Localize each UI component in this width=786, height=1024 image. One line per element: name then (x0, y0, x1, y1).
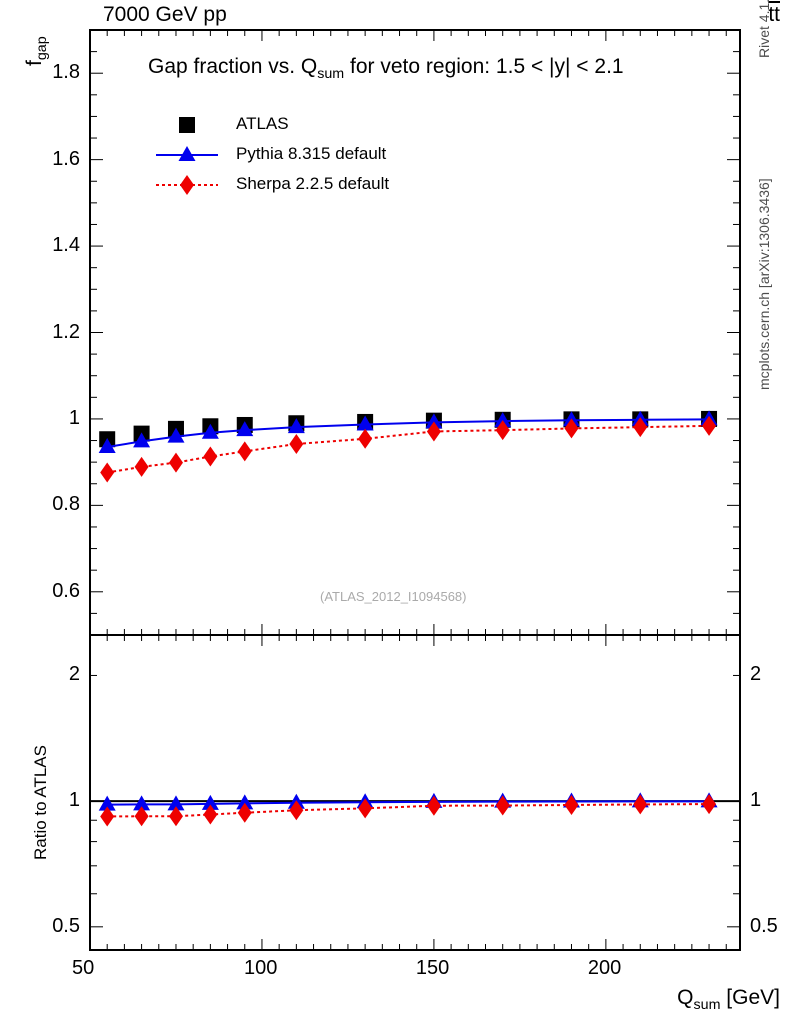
plot-title-tail: for veto region: 1.5 < |y| < 2.1 (344, 55, 624, 78)
x-axis-title: Qsum [GeV] (677, 987, 780, 1012)
y-ticklabel-ratio-right-0.5: 0.5 (750, 914, 778, 937)
main-marker-pythia (98, 438, 116, 454)
legend-marker-diamond-icon (180, 175, 194, 195)
ratio-marker-sherpa (495, 795, 510, 816)
y-ticklabel-ratio-1: 1 (68, 789, 80, 812)
main-marker-pythia (356, 415, 374, 431)
ratio-line-sherpa (107, 803, 710, 818)
y-ticklabel-main-0.6: 0.6 (52, 579, 80, 602)
ratio-marker-pythia (201, 794, 219, 810)
main-marker-sherpa (237, 441, 252, 462)
y-ticklabel-main-1.4: 1.4 (52, 234, 80, 257)
main-marker-sherpa (134, 456, 149, 477)
main-marker-pythia (201, 423, 219, 439)
y-ticklabel-ratio-right-2: 2 (750, 663, 762, 686)
legend-label: Pythia 8.315 default (236, 144, 387, 163)
main-marker-pythia (133, 432, 151, 448)
ratio-marker-sherpa (358, 798, 373, 819)
main-marker-sherpa (495, 420, 510, 441)
x-axis-title-unit: [GeV] (720, 986, 780, 1009)
main-marker-sherpa (358, 428, 373, 449)
legend-sample-triangle-icon (156, 146, 218, 161)
y-ticklabel-ratio-2: 2 (68, 663, 80, 686)
x-ticklabel-150: 150 (415, 957, 450, 979)
ratio-marker-pythia (98, 795, 116, 811)
main-marker-pythia (287, 418, 305, 434)
plot-title-head: Gap fraction vs. Q (148, 55, 318, 78)
y-ticklabel-main-1.6: 1.6 (52, 147, 80, 170)
main-marker-pythia (236, 421, 254, 437)
x-ticklabel-50: 50 (72, 957, 95, 979)
legend-marker-square-icon (179, 117, 195, 133)
ratio-marker-sherpa (564, 794, 579, 815)
process-label: tt (768, 3, 780, 26)
main-marker-sherpa (633, 417, 648, 438)
y-ticklabel-main-0.8: 0.8 (52, 493, 80, 516)
main-marker-sherpa (100, 462, 115, 483)
main-line-pythia (107, 418, 710, 449)
ratio-marker-sherpa (203, 804, 218, 825)
y-ticklabel-main-1.2: 1.2 (52, 320, 80, 343)
ratio-marker-sherpa (426, 795, 441, 816)
ratio-marker-pythia (133, 795, 151, 811)
main-marker-sherpa (203, 446, 218, 467)
x-ticklabel-200: 200 (587, 957, 622, 979)
main-marker-pythia (425, 413, 443, 429)
ratio-marker-pythia (236, 794, 254, 810)
y-ticklabel-ratio-0.5: 0.5 (52, 914, 80, 937)
main-marker-sherpa (702, 415, 717, 436)
ratio-marker-sherpa (289, 800, 304, 821)
ratio-marker-sherpa (633, 794, 648, 815)
plot-title: Gap fraction vs. Qsum for veto region: 1… (148, 56, 624, 81)
legend-label: ATLAS (236, 114, 289, 133)
ratio-marker-sherpa (702, 794, 717, 815)
ratio-marker-sherpa (134, 806, 149, 827)
x-axis-title-sub: sum (693, 997, 721, 1014)
legend-sample-diamond-icon (156, 175, 218, 195)
ratio-marker-sherpa (237, 802, 252, 823)
y-ticklabel-ratio-right-1: 1 (750, 789, 762, 812)
main-marker-pythia (494, 412, 512, 428)
panel-frame-ratio (89, 634, 741, 951)
ratio-line-pythia (107, 800, 710, 806)
ratio-marker-sherpa (168, 806, 183, 827)
main-marker-sherpa (289, 433, 304, 454)
ratio-marker-sherpa (100, 806, 115, 827)
analysis-id-watermark: (ATLAS_2012_I1094568) (320, 589, 467, 604)
main-marker-sherpa (564, 418, 579, 439)
legend-label: Sherpa 2.2.5 default (236, 174, 390, 193)
main-marker-sherpa (168, 452, 183, 473)
legend-sample-square-icon (179, 117, 195, 133)
main-marker-sherpa (426, 421, 441, 442)
y-ticklabel-main-1.8: 1.8 (52, 61, 80, 84)
legend-marker-triangle-icon (178, 146, 196, 161)
ratio-marker-pythia (167, 795, 185, 811)
beam-energy-label: 7000 GeV pp (103, 3, 227, 26)
y-ticklabel-main-1: 1 (68, 406, 80, 429)
x-ticklabel-100: 100 (243, 957, 278, 979)
main-marker-pythia (167, 427, 185, 443)
plot-title-sub: sum (317, 66, 345, 83)
x-axis-title-text: Q (677, 986, 694, 1009)
